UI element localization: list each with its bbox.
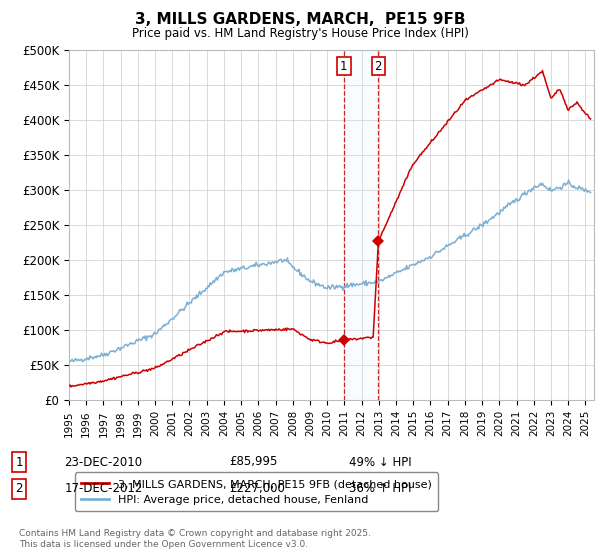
Text: 36% ↑ HPI: 36% ↑ HPI (349, 482, 412, 496)
Text: Contains HM Land Registry data © Crown copyright and database right 2025.
This d: Contains HM Land Registry data © Crown c… (19, 529, 371, 549)
Legend: 3, MILLS GARDENS, MARCH, PE15 9FB (detached house), HPI: Average price, detached: 3, MILLS GARDENS, MARCH, PE15 9FB (detac… (74, 473, 439, 511)
Text: 17-DEC-2012: 17-DEC-2012 (64, 482, 143, 496)
Text: 1: 1 (340, 59, 347, 72)
Text: 49% ↓ HPI: 49% ↓ HPI (349, 455, 412, 469)
Text: 1: 1 (16, 455, 23, 469)
Text: £227,000: £227,000 (229, 482, 285, 496)
Text: 2: 2 (16, 482, 23, 496)
Text: Price paid vs. HM Land Registry's House Price Index (HPI): Price paid vs. HM Land Registry's House … (131, 27, 469, 40)
Text: 3, MILLS GARDENS, MARCH,  PE15 9FB: 3, MILLS GARDENS, MARCH, PE15 9FB (135, 12, 465, 27)
Bar (344, 50, 379, 400)
Text: £85,995: £85,995 (229, 455, 278, 469)
Text: 2: 2 (374, 59, 382, 72)
Text: 23-DEC-2010: 23-DEC-2010 (64, 455, 142, 469)
